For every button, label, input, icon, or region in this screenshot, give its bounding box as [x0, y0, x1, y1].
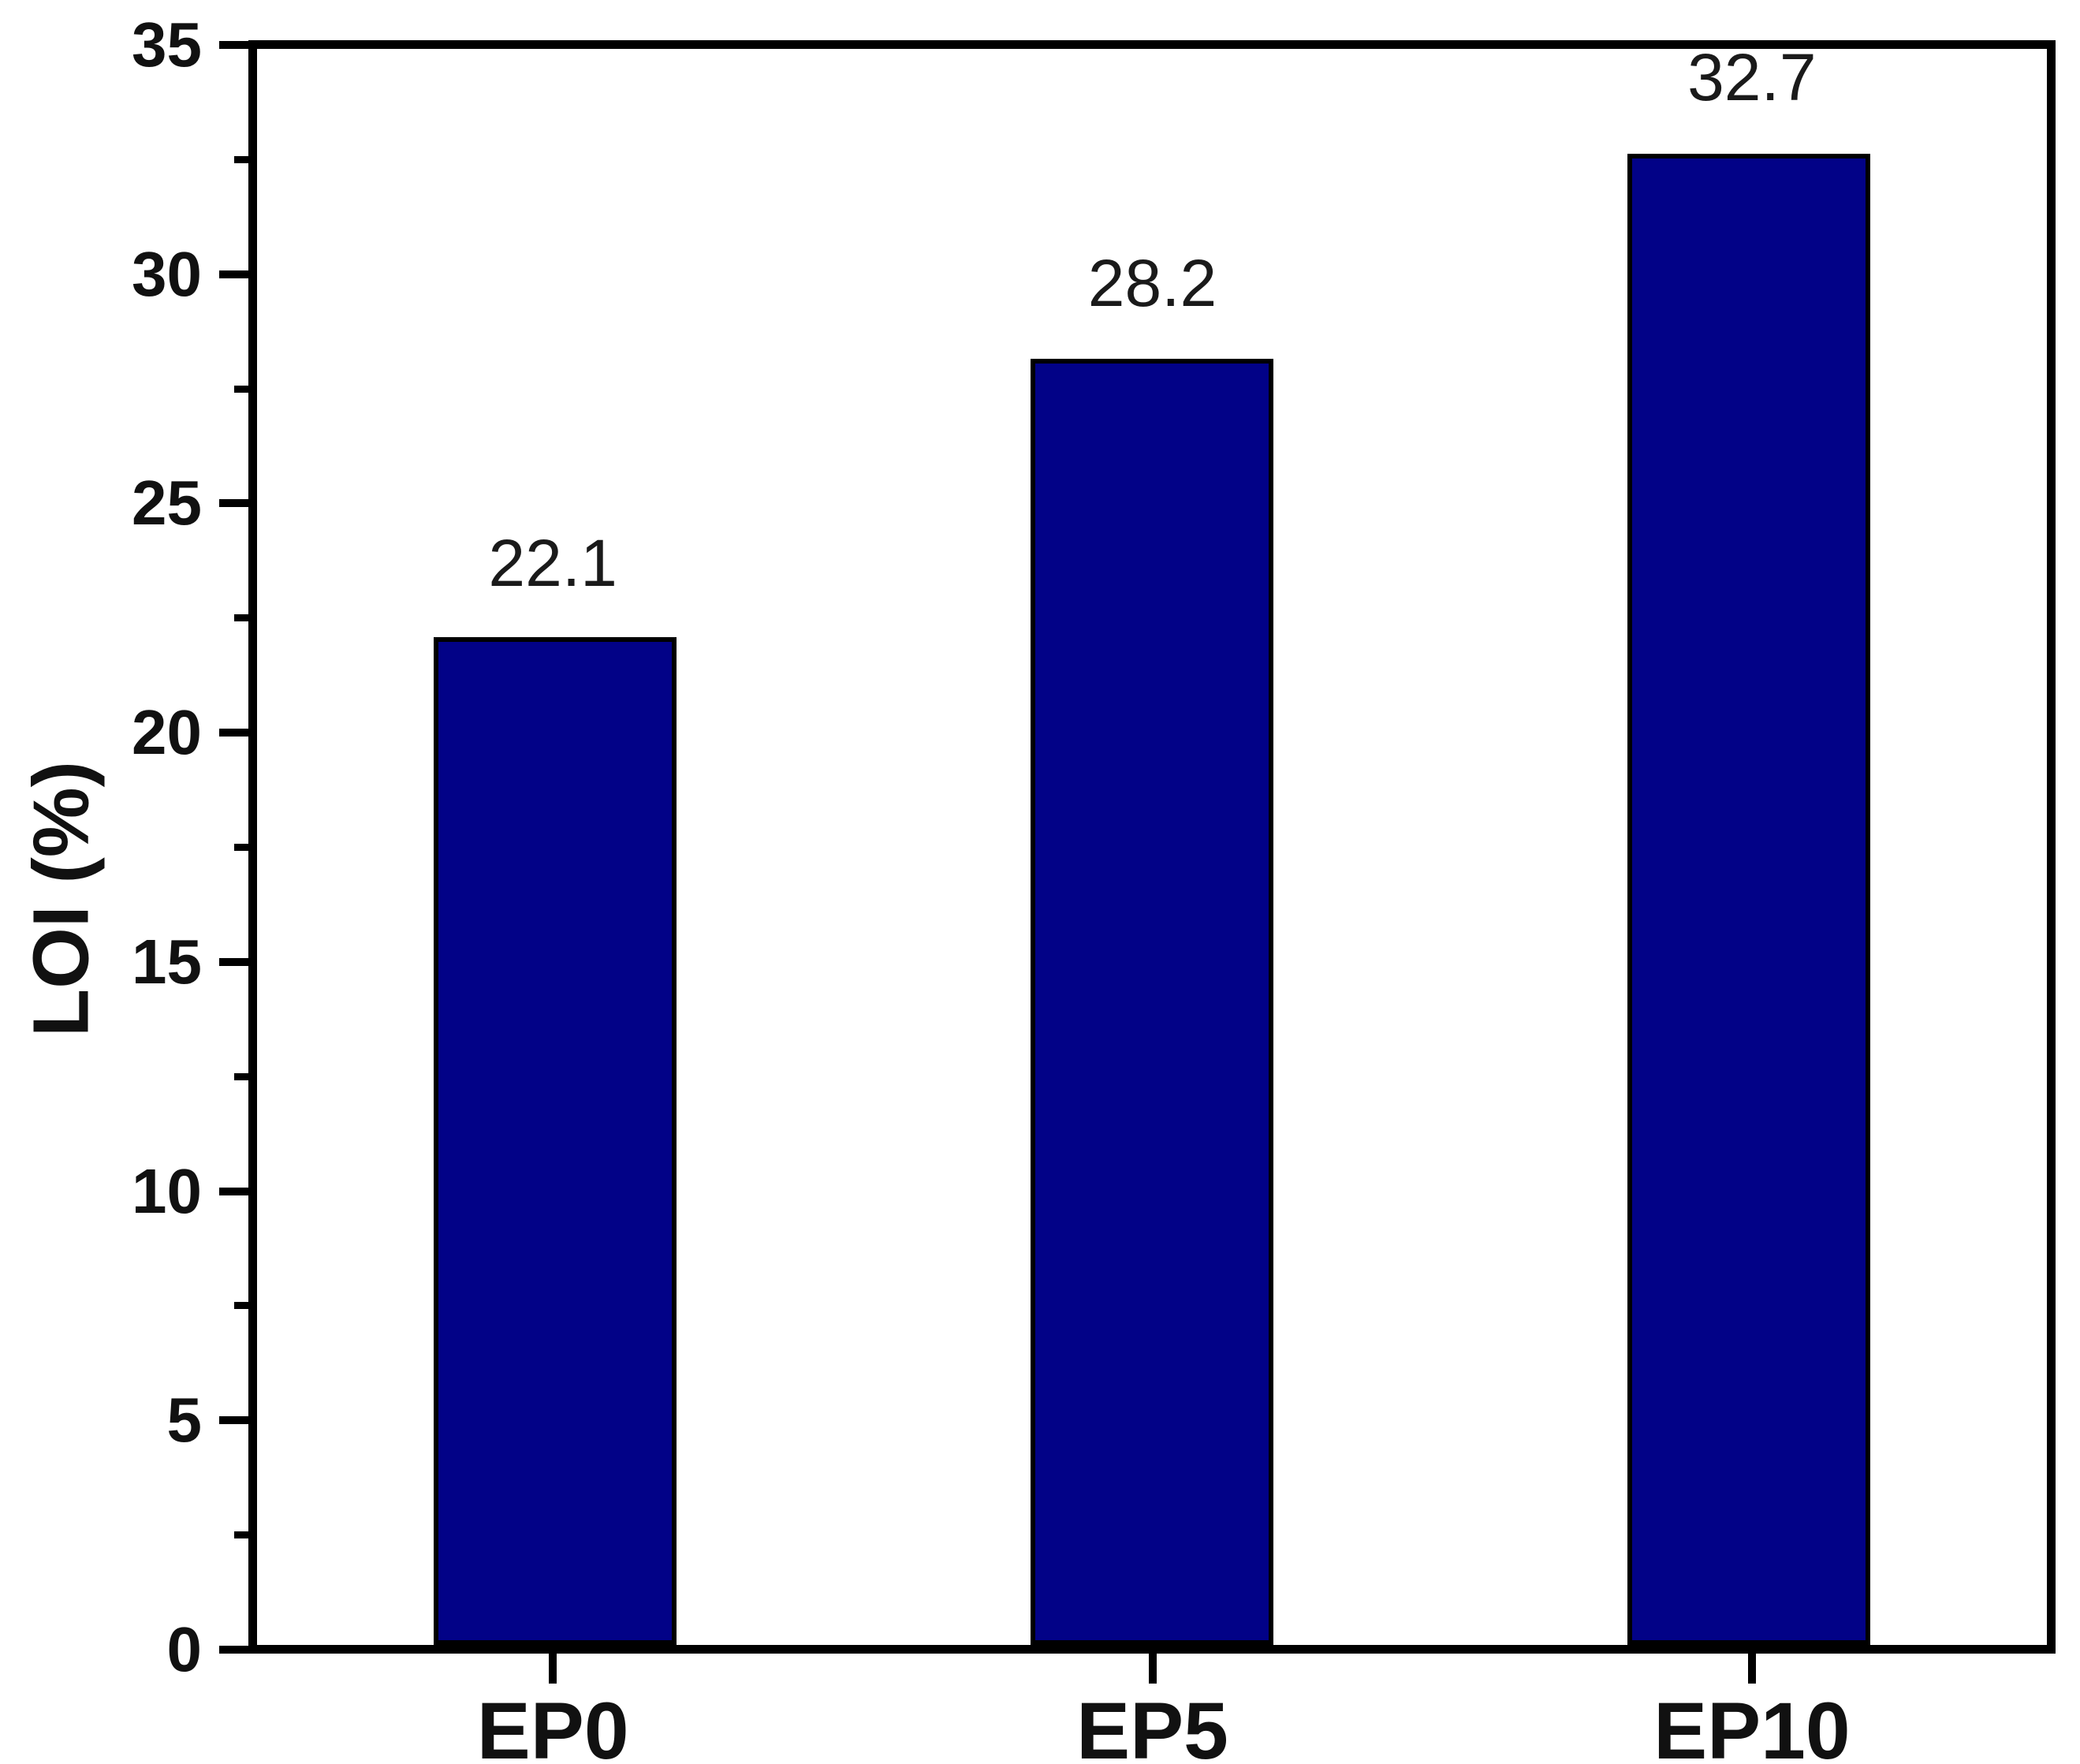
- bar-ep10: [1627, 154, 1870, 1645]
- x-tick-label: EP0: [476, 1686, 629, 1764]
- plot-frame: [248, 40, 2056, 1654]
- bar-ep5: [1031, 359, 1273, 1645]
- bars-layer: [257, 49, 2047, 1645]
- y-tick-label: 0: [166, 1614, 203, 1684]
- y-tick-label: 5: [166, 1385, 203, 1456]
- y-tick-label: 25: [132, 468, 202, 539]
- y-axis-title: LOI (%): [17, 761, 106, 1037]
- x-axis-tick: [1148, 1650, 1157, 1684]
- x-tick-label: EP10: [1653, 1686, 1851, 1764]
- x-axis-tick: [549, 1650, 557, 1684]
- x-axis-tick: [1747, 1650, 1756, 1684]
- bar-ep0: [434, 637, 677, 1645]
- y-tick-label: 10: [132, 1155, 202, 1226]
- y-tick-label: 35: [132, 9, 202, 80]
- y-tick-label: 30: [132, 238, 202, 309]
- x-tick-label: EP5: [1076, 1686, 1228, 1764]
